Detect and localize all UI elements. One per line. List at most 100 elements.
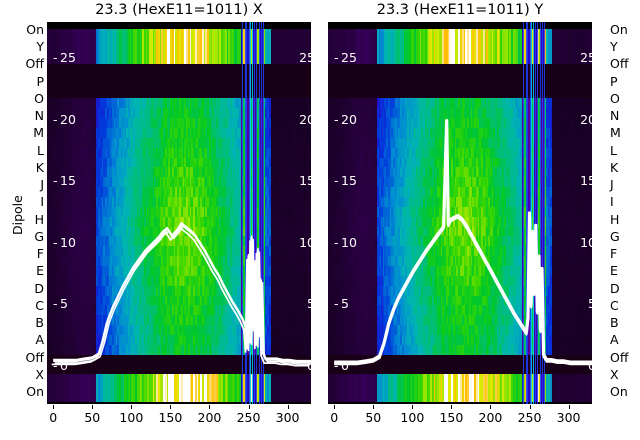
heatmap-strip: [328, 374, 592, 402]
y-tick-5-right: 5: [307, 298, 311, 311]
x-tick-mark: [451, 405, 453, 409]
category-label-r-16: C: [610, 299, 619, 313]
glitch-column: [263, 22, 265, 404]
category-label-r-0: On: [610, 23, 628, 37]
y-tick-25-left: -25: [53, 51, 76, 65]
y-tick-20-right: 20: [580, 113, 592, 127]
plot-area-x[interactable]: -25 25 -20 20 -15 15 -10 10 -5 5 -0 0: [47, 22, 311, 404]
x-tick-label-0: 0: [330, 411, 338, 425]
category-label-l-15: D: [34, 282, 44, 296]
y-tick-5-right: 5: [588, 298, 592, 311]
category-label-l-4: O: [34, 92, 44, 106]
x-tick-label-50: 50: [365, 411, 381, 425]
glitch-column: [244, 22, 246, 404]
category-label-r-3: P: [610, 75, 618, 89]
category-label-l-18: A: [35, 334, 44, 347]
category-label-l-5: N: [35, 110, 44, 123]
category-label-r-10: I: [610, 196, 614, 209]
glitch-column: [256, 22, 258, 404]
strip-gap: [47, 63, 311, 99]
category-label-l-11: H: [35, 213, 44, 227]
category-label-r-17: B: [610, 317, 619, 330]
x-tick-mark: [170, 405, 172, 409]
glitch-column: [533, 22, 535, 404]
x-tick-mark: [131, 405, 133, 409]
category-label-r-4: O: [610, 92, 620, 106]
glitch-column: [252, 22, 254, 404]
category-label-l-12: G: [34, 230, 44, 244]
glitch-column: [246, 22, 248, 404]
x-tick-mark: [568, 405, 570, 409]
glitch-column: [542, 22, 543, 404]
x-tick-label-100: 100: [119, 411, 143, 425]
intensity-trace-x: [51, 221, 311, 367]
y-tick-5-left: -5: [53, 298, 68, 311]
panel-title-y: 23.3 (HexE11=1011) Y: [328, 2, 592, 18]
x-tick-mark: [92, 405, 94, 409]
y-tick-20-right: 20: [299, 113, 311, 127]
x-tick-label-150: 150: [158, 411, 182, 425]
x-tick-mark: [53, 405, 55, 409]
category-label-r-21: On: [610, 385, 628, 399]
y-tick-10-right: 10: [580, 236, 592, 250]
y-tick-20-left: -20: [53, 113, 76, 127]
x-tick-label-50: 50: [84, 411, 100, 425]
y-tick-25-right: 25: [580, 51, 592, 65]
category-label-l-17: B: [35, 317, 44, 330]
category-label-r-19: Off: [610, 351, 628, 365]
glitch-column: [539, 22, 541, 404]
category-label-l-9: J: [40, 179, 44, 192]
x-tick-label-300: 300: [557, 411, 581, 425]
x-tick-mark: [209, 405, 211, 409]
category-label-r-11: H: [610, 213, 619, 227]
y-tick-15-left: -15: [334, 175, 357, 188]
category-label-r-18: A: [610, 334, 619, 347]
y-tick-10-left: -10: [53, 236, 76, 250]
category-label-l-20: X: [35, 368, 44, 382]
y-tick-15-right: 15: [299, 175, 311, 188]
intensity-trace-y: [334, 119, 592, 366]
y-tick-15-left: -15: [53, 175, 76, 188]
heatmap-strip: [328, 29, 592, 64]
x-tick-label-0: 0: [49, 411, 57, 425]
y-tick-0-right: 0: [307, 360, 311, 373]
x-tick-label-300: 300: [276, 411, 300, 425]
glitch-column: [544, 22, 546, 404]
strip-gap: [328, 63, 592, 99]
category-label-l-21: On: [26, 385, 44, 399]
y-tick-10-right: 10: [299, 236, 311, 250]
y-tick-0-left: -0: [334, 360, 349, 373]
x-tick-label-150: 150: [439, 411, 463, 425]
category-label-r-1: Y: [610, 41, 618, 54]
y-tick-25-right: 25: [299, 51, 311, 65]
x-tick-label-200: 200: [479, 411, 503, 425]
category-label-l-0: On: [26, 23, 44, 37]
x-tick-mark: [490, 405, 492, 409]
x-tick-label-100: 100: [400, 411, 424, 425]
glitch-column: [531, 22, 533, 404]
plot-area-y[interactable]: -25 25 -20 20 -15 15 -10 10 -5 5 -0 0: [328, 22, 592, 404]
category-label-r-7: L: [610, 144, 617, 158]
y-tick-15-right: 15: [580, 175, 592, 188]
y-tick-25-left: -25: [334, 51, 357, 65]
heatmap-body: [328, 98, 592, 356]
category-label-l-14: E: [36, 265, 44, 278]
category-label-r-9: J: [610, 179, 614, 192]
y-tick-0-left: -0: [53, 360, 68, 373]
glitch-column: [253, 22, 255, 404]
glitch-column: [527, 22, 529, 404]
category-label-r-6: M: [610, 127, 621, 140]
category-label-l-2: Off: [26, 58, 44, 71]
category-label-r-12: G: [610, 230, 620, 244]
glitch-column: [523, 22, 525, 404]
x-tick-mark: [412, 405, 414, 409]
category-label-r-20: X: [610, 368, 619, 382]
y-tick-10-left: -10: [334, 236, 357, 250]
glitch-column: [525, 22, 527, 404]
category-label-r-13: F: [610, 248, 617, 261]
category-label-r-15: D: [610, 282, 620, 296]
x-tick-mark: [287, 405, 289, 409]
category-label-r-14: E: [610, 265, 618, 278]
x-tick-label-200: 200: [198, 411, 222, 425]
category-axis-right: On Y Off P O N M L K J I H G F E D C B A Off X On: [608, 0, 638, 440]
